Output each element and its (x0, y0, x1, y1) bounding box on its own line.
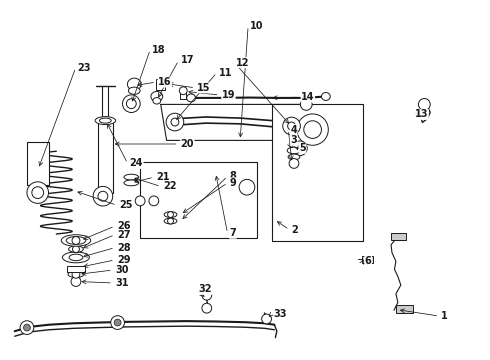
Ellipse shape (69, 246, 83, 252)
Ellipse shape (321, 93, 330, 100)
Text: 16: 16 (158, 77, 172, 87)
Ellipse shape (99, 118, 111, 123)
Text: 5: 5 (299, 143, 306, 153)
Circle shape (98, 191, 108, 201)
Ellipse shape (61, 235, 91, 246)
Text: 32: 32 (198, 284, 212, 294)
Circle shape (297, 114, 328, 145)
Bar (98, 122, 113, 193)
Circle shape (32, 187, 44, 198)
Text: 3: 3 (290, 135, 297, 145)
Ellipse shape (128, 87, 140, 94)
Circle shape (20, 321, 34, 334)
Text: 11: 11 (219, 68, 232, 78)
Text: 30: 30 (115, 265, 128, 275)
Circle shape (289, 158, 299, 168)
Circle shape (149, 196, 159, 206)
Ellipse shape (127, 78, 141, 90)
Ellipse shape (63, 252, 90, 263)
Circle shape (24, 324, 30, 331)
Text: 33: 33 (273, 309, 287, 319)
Text: 23: 23 (77, 63, 91, 73)
Bar (27, 142, 49, 185)
Text: 10: 10 (250, 21, 264, 31)
Ellipse shape (124, 174, 139, 180)
Text: 27: 27 (117, 230, 130, 240)
Bar (180, 90, 186, 99)
Ellipse shape (164, 212, 177, 217)
Circle shape (239, 179, 255, 195)
Text: 21: 21 (156, 172, 170, 182)
Text: 12: 12 (236, 58, 250, 68)
Text: 13: 13 (415, 109, 428, 120)
Text: 1: 1 (441, 311, 448, 321)
Circle shape (202, 303, 212, 313)
Circle shape (72, 270, 80, 278)
Text: 6: 6 (365, 256, 371, 266)
Ellipse shape (287, 147, 301, 154)
Ellipse shape (124, 180, 139, 186)
Circle shape (135, 196, 145, 206)
Circle shape (179, 87, 187, 95)
Bar (391, 233, 406, 240)
Text: 18: 18 (152, 45, 166, 55)
Text: 19: 19 (221, 90, 235, 100)
Text: 28: 28 (117, 243, 130, 253)
Text: 9: 9 (229, 178, 236, 188)
Circle shape (288, 122, 295, 130)
Circle shape (111, 316, 124, 329)
Bar (156, 79, 165, 90)
Circle shape (304, 121, 321, 138)
Bar (67, 266, 85, 272)
Circle shape (27, 182, 49, 203)
Ellipse shape (66, 237, 86, 244)
Circle shape (262, 314, 271, 324)
Polygon shape (301, 111, 326, 148)
Circle shape (93, 186, 113, 206)
Ellipse shape (164, 218, 177, 224)
Text: 2: 2 (291, 225, 298, 235)
Text: 31: 31 (115, 278, 128, 288)
Circle shape (126, 99, 136, 109)
Ellipse shape (69, 254, 83, 261)
Circle shape (168, 218, 173, 224)
Circle shape (73, 246, 79, 253)
Circle shape (71, 276, 81, 287)
Circle shape (202, 290, 212, 300)
Polygon shape (419, 104, 430, 122)
Text: 4: 4 (290, 125, 297, 135)
Circle shape (168, 212, 173, 217)
Polygon shape (161, 104, 306, 140)
Ellipse shape (153, 98, 161, 104)
Text: 25: 25 (119, 200, 132, 210)
Circle shape (166, 113, 184, 131)
Text: 14: 14 (301, 92, 315, 102)
Text: 7: 7 (229, 228, 236, 238)
Circle shape (72, 237, 80, 244)
Circle shape (171, 118, 179, 126)
Text: 24: 24 (129, 158, 143, 168)
Ellipse shape (187, 94, 196, 102)
Text: 26: 26 (117, 221, 130, 231)
Bar (362, 256, 373, 263)
Ellipse shape (95, 117, 116, 125)
Text: 8: 8 (229, 171, 237, 181)
Ellipse shape (288, 154, 300, 160)
Bar (272, 104, 363, 241)
Text: 17: 17 (180, 55, 194, 66)
Bar (396, 305, 413, 313)
Text: 20: 20 (180, 139, 194, 149)
Text: 22: 22 (163, 181, 176, 192)
Text: 15: 15 (197, 83, 211, 93)
Circle shape (122, 95, 140, 112)
Text: 29: 29 (117, 255, 130, 265)
Ellipse shape (68, 271, 84, 278)
Circle shape (283, 117, 300, 135)
Circle shape (418, 99, 430, 110)
Circle shape (114, 319, 121, 326)
Ellipse shape (151, 91, 163, 102)
Circle shape (293, 141, 307, 156)
Circle shape (300, 99, 312, 110)
Bar (140, 162, 257, 238)
